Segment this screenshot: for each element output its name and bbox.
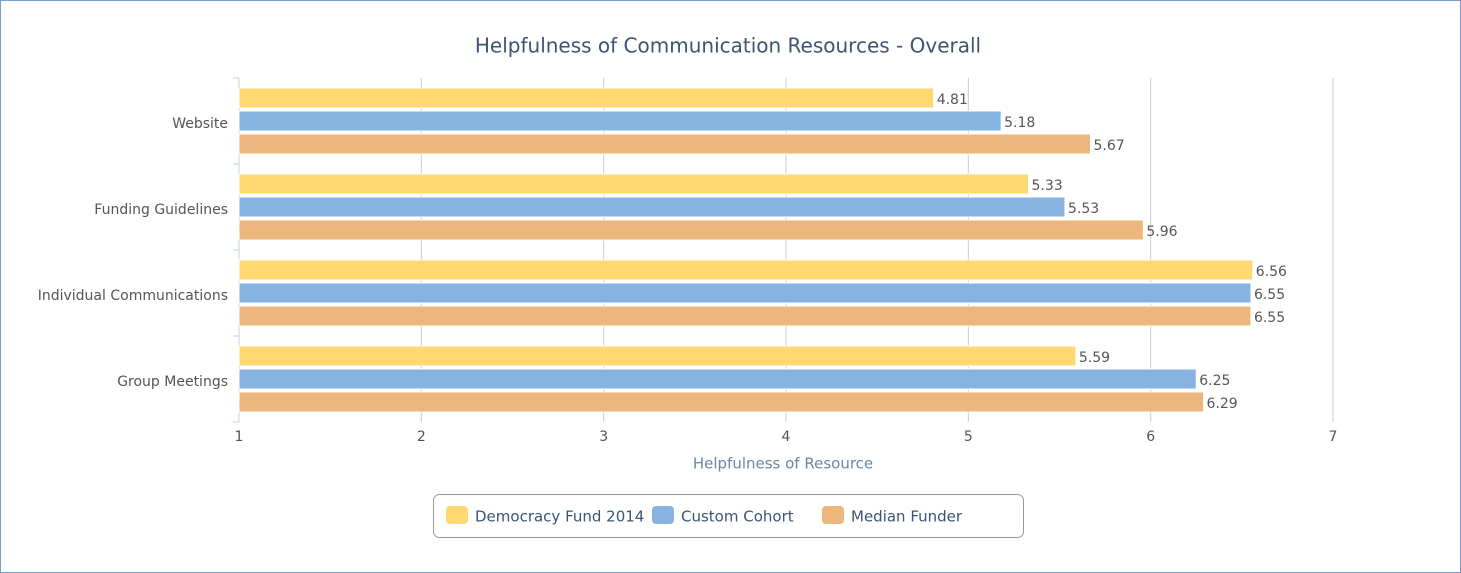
- x-tick-label: 4: [782, 429, 791, 445]
- data-label: 5.18: [1004, 115, 1035, 131]
- y-tick-label: Website: [172, 116, 228, 132]
- data-label: 5.67: [1093, 138, 1124, 154]
- legend-label: Democracy Fund 2014: [475, 508, 644, 526]
- bar: [238, 110, 1002, 132]
- bar: [238, 368, 1197, 390]
- bar: [238, 219, 1144, 241]
- legend-label: Custom Cohort: [681, 508, 794, 526]
- x-tick-label: 6: [1146, 429, 1155, 445]
- legend-label: Median Funder: [851, 508, 963, 526]
- bar: [238, 391, 1205, 413]
- data-label: 6.56: [1256, 264, 1287, 280]
- data-label: 5.53: [1068, 201, 1099, 217]
- data-label: 5.59: [1079, 350, 1110, 366]
- x-axis-label: Helpfulness of Resource: [693, 455, 873, 473]
- bar: [238, 305, 1252, 327]
- y-tick-label: Individual Communications: [38, 288, 228, 304]
- bar: [238, 173, 1030, 195]
- bar: [238, 87, 935, 109]
- data-label: 6.25: [1199, 373, 1230, 389]
- bar: [238, 259, 1254, 281]
- bar: [238, 345, 1077, 367]
- x-tick-label: 7: [1329, 429, 1338, 445]
- data-label: 4.81: [937, 92, 968, 108]
- data-label: 5.33: [1032, 178, 1063, 194]
- legend-swatch: [446, 506, 468, 524]
- data-label: 6.55: [1254, 287, 1285, 303]
- bar: [238, 133, 1091, 155]
- data-label: 6.55: [1254, 310, 1285, 326]
- legend-swatch: [652, 506, 674, 524]
- bar: [238, 196, 1066, 218]
- y-tick-label: Funding Guidelines: [94, 202, 228, 218]
- x-tick-label: 2: [417, 429, 426, 445]
- bar: [238, 282, 1252, 304]
- legend-box: [433, 494, 1024, 538]
- x-tick-label: 5: [964, 429, 973, 445]
- y-tick-label: Group Meetings: [117, 374, 228, 390]
- x-tick-label: 1: [235, 429, 244, 445]
- legend-swatch: [822, 506, 844, 524]
- chart-title: Helpfulness of Communication Resources -…: [475, 34, 981, 58]
- data-label: 6.29: [1207, 396, 1238, 412]
- x-tick-label: 3: [599, 429, 608, 445]
- data-label: 5.96: [1146, 224, 1177, 240]
